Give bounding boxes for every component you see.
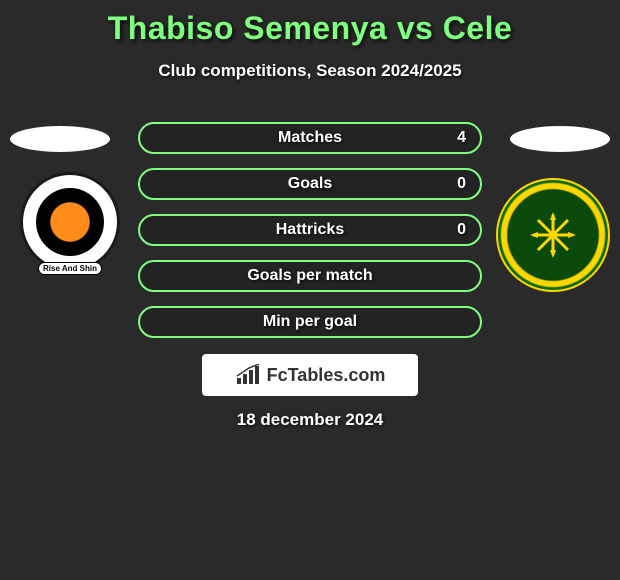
arrows-icon xyxy=(528,210,578,260)
stats-container: Matches 4 Goals 0 Hattricks 0 Goals per … xyxy=(138,122,482,352)
stat-value-right: 0 xyxy=(457,175,466,193)
chart-icon xyxy=(235,364,261,386)
player-avatar-right xyxy=(510,126,610,152)
club-badge-left: Rise And Shin xyxy=(20,172,120,272)
stat-row: Hattricks 0 xyxy=(138,214,482,246)
stat-label: Matches xyxy=(278,129,342,147)
branding-box: FcTables.com xyxy=(202,354,418,396)
club-left-ribbon: Rise And Shin xyxy=(38,262,102,275)
stat-value-right: 4 xyxy=(457,129,466,147)
stat-row: Goals 0 xyxy=(138,168,482,200)
subtitle: Club competitions, Season 2024/2025 xyxy=(0,61,620,81)
stat-row: Min per goal xyxy=(138,306,482,338)
page-title: Thabiso Semenya vs Cele xyxy=(0,0,620,47)
stat-label: Goals per match xyxy=(247,267,372,285)
stat-row: Matches 4 xyxy=(138,122,482,154)
date-text: 18 december 2024 xyxy=(0,410,620,430)
stat-label: Min per goal xyxy=(263,313,357,331)
branding-text: FcTables.com xyxy=(267,365,386,386)
stat-label: Goals xyxy=(288,175,332,193)
stat-value-right: 0 xyxy=(457,221,466,239)
club-badge-right xyxy=(496,178,610,292)
player-avatar-left xyxy=(10,126,110,152)
stat-row: Goals per match xyxy=(138,260,482,292)
stat-label: Hattricks xyxy=(276,221,344,239)
